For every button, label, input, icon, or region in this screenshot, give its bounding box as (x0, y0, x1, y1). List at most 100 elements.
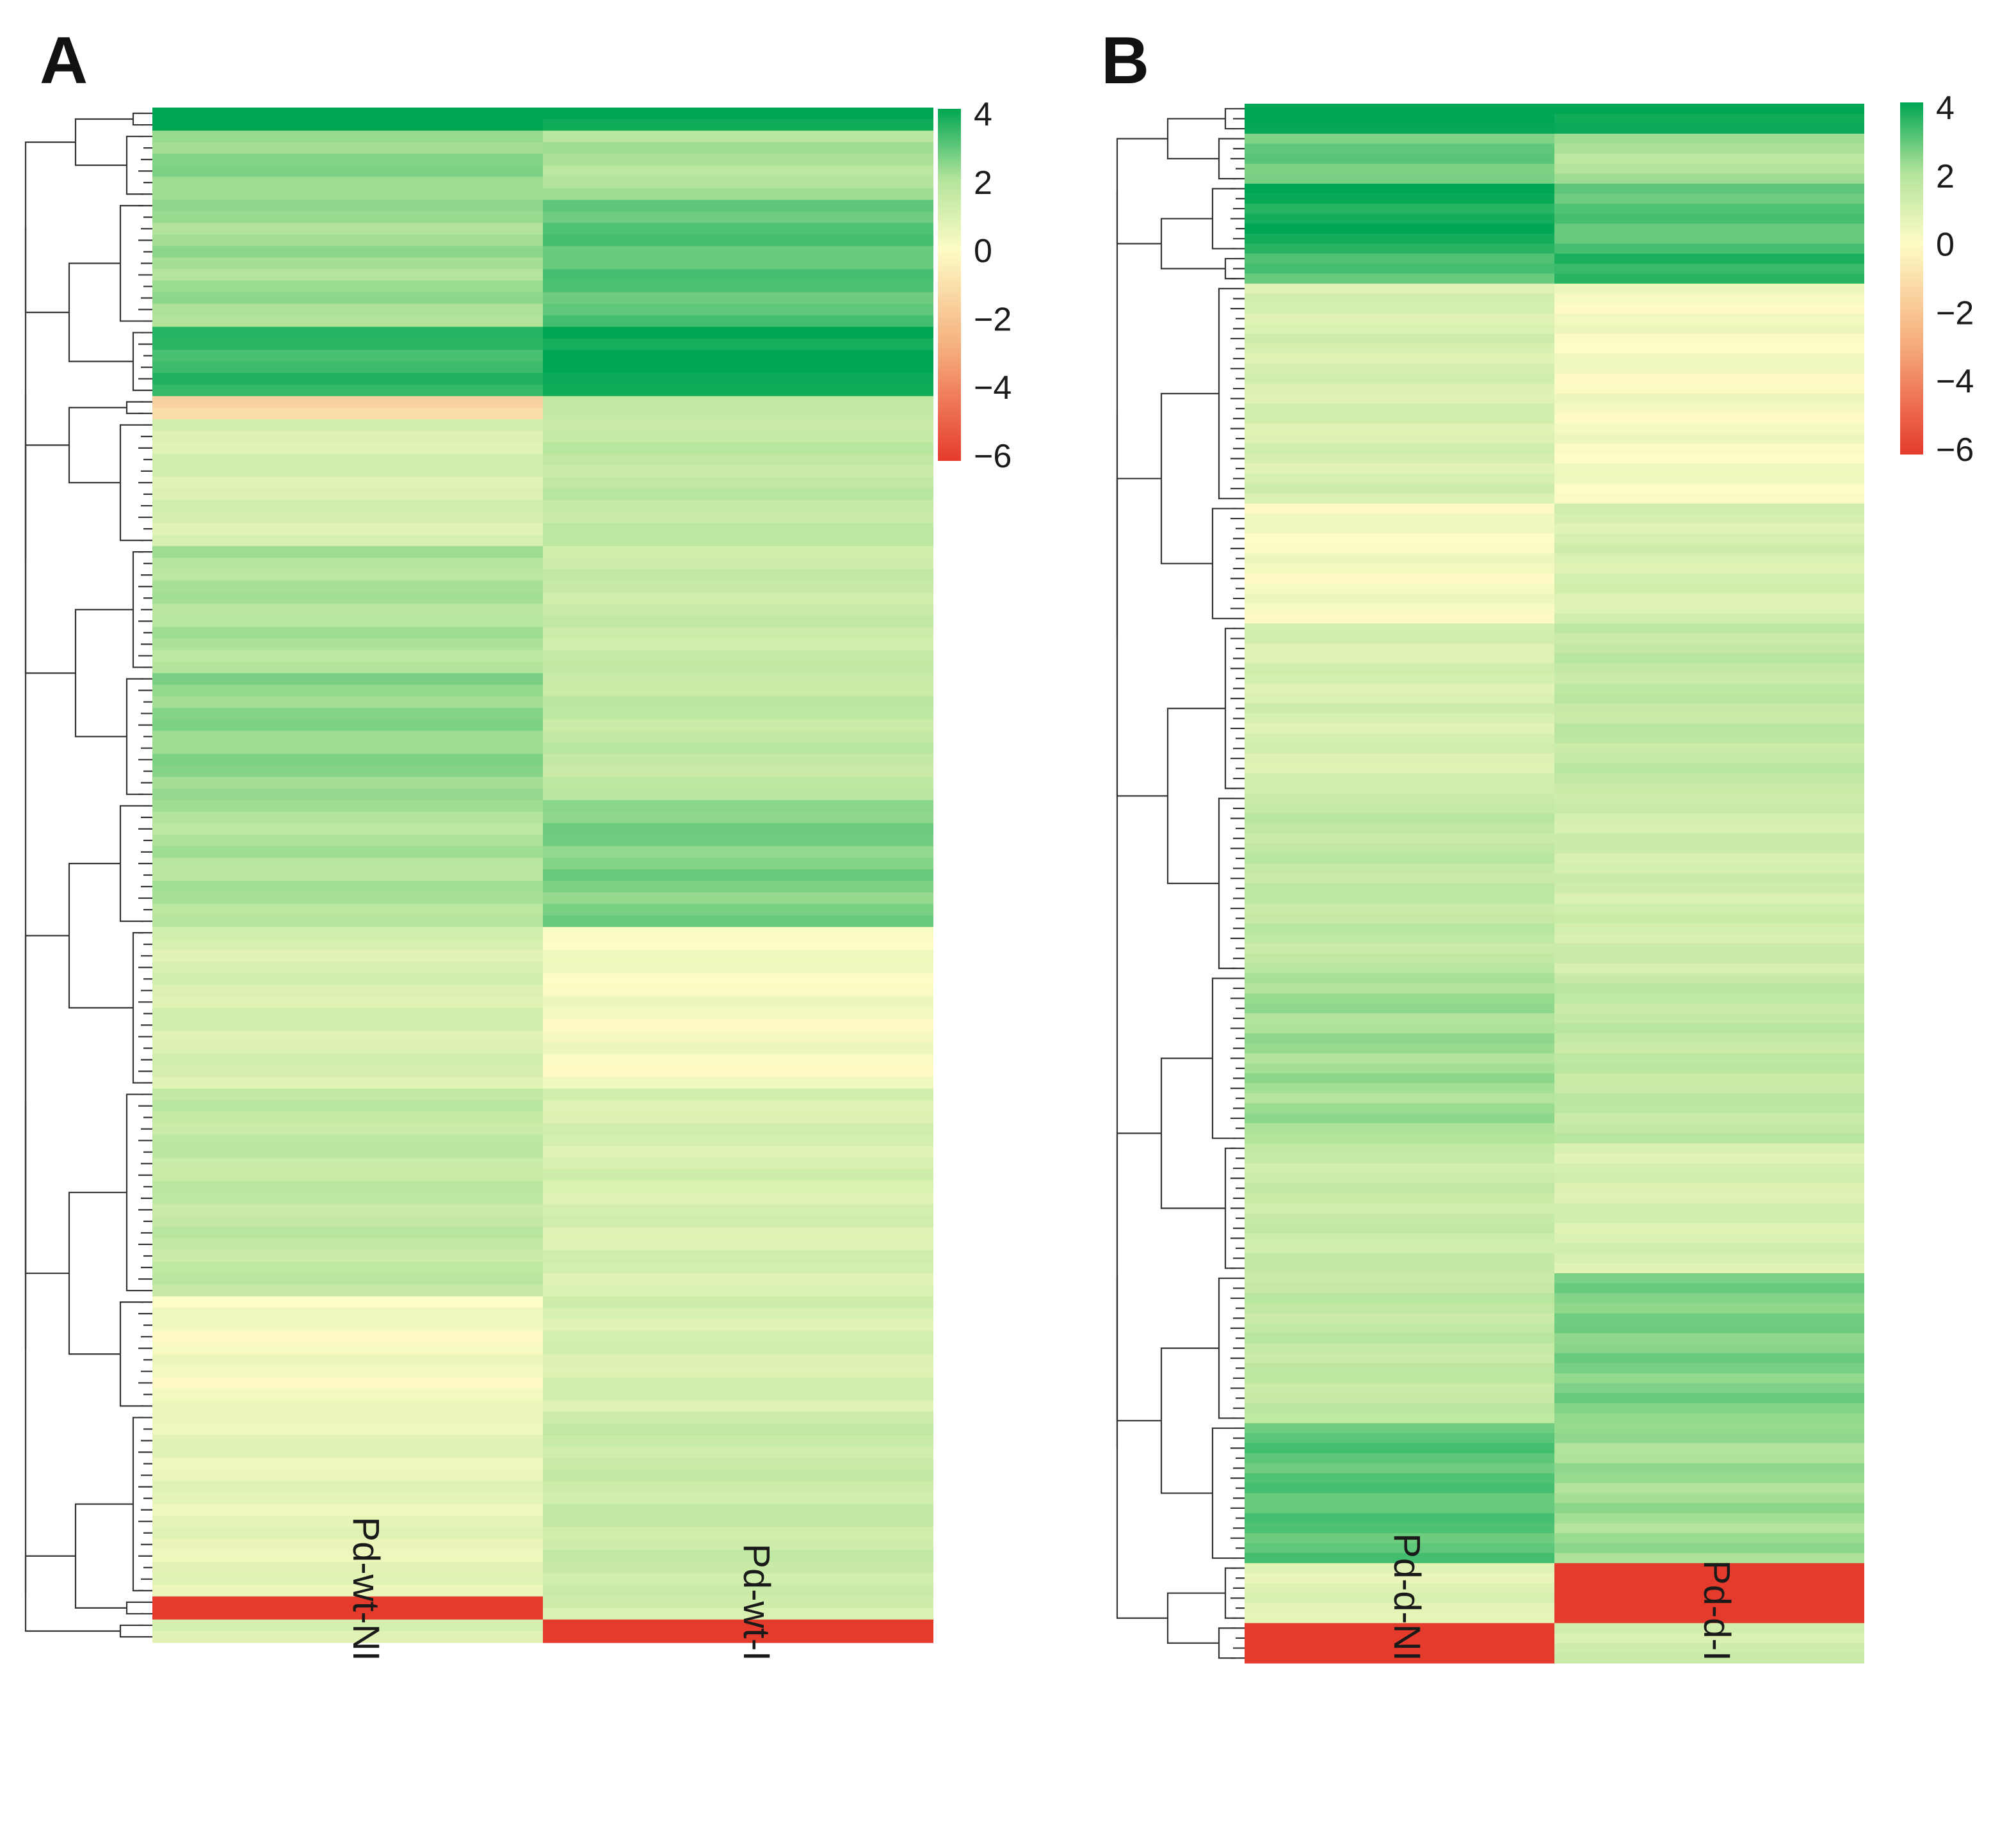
heatmap-cell (1245, 403, 1554, 414)
dendrogram-branch (120, 932, 143, 1084)
heatmap-cell (152, 188, 543, 200)
heatmap-cell (152, 615, 543, 627)
heatmap-cell (1245, 313, 1554, 325)
heatmap-cell (1554, 513, 1864, 524)
heatmap-cell (152, 1238, 543, 1251)
heatmap-cell (152, 154, 543, 166)
heatmap-cell (1245, 1023, 1554, 1034)
heatmap-cell (1245, 613, 1554, 624)
heatmap-cell (1245, 663, 1554, 674)
heatmap-cell (543, 1331, 933, 1343)
heatmap-cell (1245, 1533, 1554, 1544)
heatmap-cell (543, 1423, 933, 1436)
heatmap-cell (1554, 1423, 1864, 1434)
heatmap-cell (1554, 1133, 1864, 1144)
heatmap-cell (152, 523, 543, 535)
heatmap-cell (543, 1619, 933, 1632)
heatmap-cell (543, 1042, 933, 1055)
heatmap-cell (1554, 273, 1864, 284)
heatmap-cell (1245, 1343, 1554, 1354)
dendrogram-branch (120, 1417, 143, 1591)
heatmap-cell (152, 453, 543, 466)
heatmap-cell (543, 1192, 933, 1205)
heatmap-cell (1554, 1643, 1864, 1653)
heatmap-cell (543, 742, 933, 755)
heatmap-cell (1245, 1173, 1554, 1184)
heatmap-cell (1245, 263, 1554, 275)
heatmap-cell (1245, 873, 1554, 884)
heatmap-cell (1554, 1523, 1864, 1534)
heatmap-cell (1554, 973, 1864, 984)
heatmap-cell (152, 834, 543, 847)
heatmap-cell (1554, 293, 1864, 304)
heatmap-cell (543, 465, 933, 478)
heatmap-cell (1245, 284, 1554, 294)
heatmap-cell (1554, 1253, 1864, 1264)
heatmap-cell (543, 1388, 933, 1401)
heatmap-cell (152, 1134, 543, 1147)
heatmap-cell (1554, 543, 1864, 554)
heatmap-cell (543, 1238, 933, 1251)
heatmap-cell (1245, 204, 1554, 214)
heatmap-cell (1554, 1363, 1864, 1374)
dendrogram-branch (1213, 627, 1236, 789)
heatmap-cell (152, 1192, 543, 1205)
heatmap-cell (1554, 1573, 1864, 1584)
heatmap-cell (1245, 1033, 1554, 1044)
heatmap-cell (1245, 1313, 1554, 1324)
heatmap-cell (543, 1285, 933, 1297)
heatmap-cell (152, 1619, 543, 1632)
heatmap-cell (1554, 243, 1864, 254)
heatmap-cell (1245, 673, 1554, 684)
heatmap-cell (152, 1458, 543, 1470)
dendrogram-branch (24, 1555, 108, 1632)
heatmap-cell (152, 581, 543, 593)
dendrogram-branch (1200, 1427, 1236, 1559)
heatmap-cell (1245, 1303, 1554, 1314)
colorbar-tick-label: −2 (974, 301, 1012, 338)
heatmap-cell (543, 604, 933, 616)
heatmap-cell (1245, 573, 1554, 584)
heatmap-cell (1554, 863, 1864, 874)
heatmap-cell (543, 303, 933, 316)
heatmap-cell (152, 1435, 543, 1447)
heatmap-cell (1554, 1213, 1864, 1224)
dendrogram-branch (68, 406, 114, 484)
dendrogram-branch (1200, 188, 1236, 250)
colorbar-tick-label: −4 (974, 369, 1012, 406)
heatmap-cell (152, 1227, 543, 1239)
heatmap-cell (543, 1492, 933, 1505)
heatmap-cell (152, 488, 543, 501)
heatmap-cell (1245, 813, 1554, 824)
dendrogram-branch (68, 862, 120, 1009)
heatmap-cell (543, 269, 933, 282)
heatmap-cell (1554, 793, 1864, 804)
heatmap-cell (1554, 1063, 1864, 1074)
heatmap-cell (543, 1504, 933, 1516)
heatmap-cell (1554, 1003, 1864, 1014)
heatmap-cell (1554, 1223, 1864, 1234)
heatmap-cell (1554, 463, 1864, 474)
heatmap-cell (1245, 693, 1554, 704)
heatmap-cell (152, 719, 543, 732)
heatmap-cell (152, 892, 543, 905)
heatmap-cell (152, 1504, 543, 1516)
heatmap-cell (152, 938, 543, 951)
heatmap-cell (1245, 1263, 1554, 1274)
heatmap-cell (1245, 1283, 1554, 1294)
heatmap-cell (152, 1412, 543, 1424)
heatmap-cell (1245, 1223, 1554, 1234)
heatmap-cell (1245, 723, 1554, 734)
heatmap-cell (1245, 713, 1554, 724)
heatmap-cell (152, 742, 543, 755)
heatmap-cell (543, 904, 933, 916)
heatmap-cell (152, 1019, 543, 1032)
heatmap-cell (1245, 893, 1554, 904)
panel-b: B 4 2 0 −2 −4 −6 Pd-d-NI Pd-d-I (1101, 24, 1974, 1664)
heatmap-cell (1245, 1593, 1554, 1604)
heatmap-cell (152, 1123, 543, 1136)
heatmap-cell (152, 1596, 543, 1609)
heatmap-cell (152, 638, 543, 651)
heatmap-cell (1245, 943, 1554, 954)
heatmap-cell (152, 1538, 543, 1551)
